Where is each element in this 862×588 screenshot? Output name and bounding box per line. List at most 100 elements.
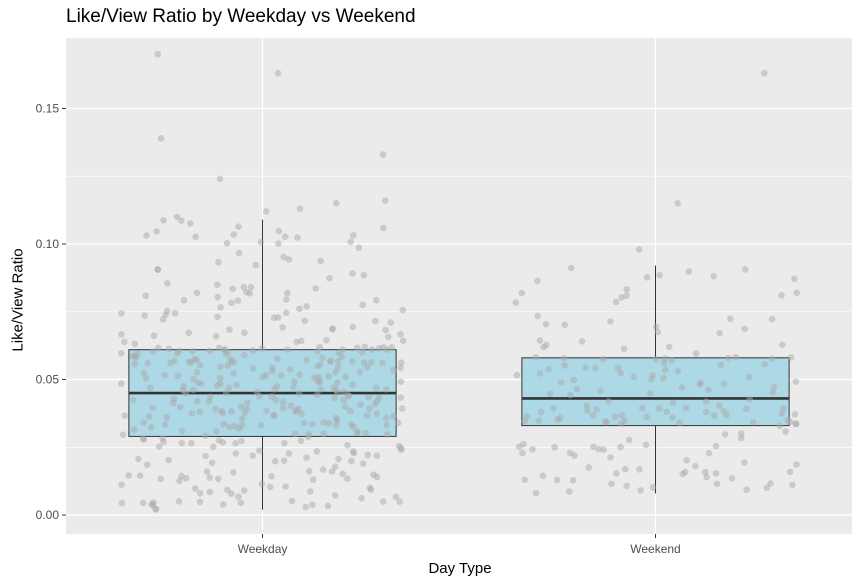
jitter-point xyxy=(213,382,221,389)
jitter-point xyxy=(314,347,321,355)
jitter-point xyxy=(196,490,204,497)
jitter-point xyxy=(334,357,342,365)
jitter-point xyxy=(597,387,604,395)
jitter-point xyxy=(713,480,721,488)
jitter-point xyxy=(614,364,622,371)
jitter-point xyxy=(266,483,274,491)
jitter-point xyxy=(372,296,380,304)
jitter-point xyxy=(215,437,223,444)
jitter-point xyxy=(349,381,356,389)
jitter-point xyxy=(176,477,183,485)
jitter-point xyxy=(121,412,128,419)
jitter-point xyxy=(618,294,625,301)
jitter-point xyxy=(746,395,753,403)
jitter-point xyxy=(712,442,720,450)
jitter-point xyxy=(625,436,633,444)
jitter-point xyxy=(652,323,660,331)
jitter-point xyxy=(335,455,342,463)
jitter-point xyxy=(607,318,614,325)
jitter-point xyxy=(542,320,550,328)
jitter-point xyxy=(238,437,245,445)
jitter-point xyxy=(163,280,171,287)
jitter-point xyxy=(647,376,655,383)
jitter-point xyxy=(383,414,390,422)
jitter-point xyxy=(154,266,161,273)
jitter-point xyxy=(395,442,403,450)
jitter-point xyxy=(263,407,270,415)
jitter-point xyxy=(373,384,380,392)
jitter-point xyxy=(378,359,386,367)
jitter-point xyxy=(356,368,363,376)
jitter-point xyxy=(229,285,237,293)
jitter-point xyxy=(536,337,544,344)
jitter-point xyxy=(326,274,333,282)
jitter-point xyxy=(347,238,355,246)
jitter-point xyxy=(518,289,526,297)
jitter-point xyxy=(291,378,298,385)
jitter-point xyxy=(193,397,201,405)
jitter-point xyxy=(354,429,361,437)
jitter-point xyxy=(621,465,629,473)
jitter-point xyxy=(360,271,368,279)
jitter-point xyxy=(678,384,686,391)
jitter-point xyxy=(661,366,669,374)
jitter-point xyxy=(652,355,660,363)
jitter-point xyxy=(608,480,615,488)
jitter-point xyxy=(655,405,663,412)
jitter-point xyxy=(145,413,153,420)
jitter-point xyxy=(646,389,654,397)
jitter-point xyxy=(663,408,671,415)
jitter-point xyxy=(789,481,796,489)
jitter-point xyxy=(241,329,248,336)
jitter-point xyxy=(301,419,308,427)
jitter-point xyxy=(720,380,728,387)
jitter-point xyxy=(567,264,575,272)
jitter-point xyxy=(275,240,282,247)
jitter-point xyxy=(333,421,340,428)
jitter-point xyxy=(240,283,248,291)
jitter-point xyxy=(360,359,368,367)
jitter-point xyxy=(344,392,352,399)
jitter-point xyxy=(249,452,256,460)
jitter-point xyxy=(358,495,365,502)
jitter-point xyxy=(394,419,402,427)
jitter-point xyxy=(259,373,266,381)
jitter-point xyxy=(373,452,381,460)
jitter-point xyxy=(566,391,574,399)
outlier-point xyxy=(274,69,282,77)
jitter-point xyxy=(660,374,667,382)
jitter-point xyxy=(791,411,799,418)
jitter-point xyxy=(387,319,395,326)
jitter-point xyxy=(535,417,543,424)
jitter-point xyxy=(557,414,564,422)
jitter-point xyxy=(368,346,376,353)
jitter-point xyxy=(710,412,718,419)
jitter-point xyxy=(235,249,243,257)
jitter-point xyxy=(188,439,195,447)
jitter-point xyxy=(782,428,789,435)
jitter-point xyxy=(607,454,614,461)
jitter-point xyxy=(279,398,287,406)
jitter-point xyxy=(249,365,257,372)
jitter-point xyxy=(237,499,245,507)
jitter-point xyxy=(279,404,287,412)
jitter-point xyxy=(705,449,713,457)
jitter-point xyxy=(268,473,275,480)
jitter-point xyxy=(717,361,724,369)
jitter-point xyxy=(206,488,214,496)
jitter-point xyxy=(325,373,332,380)
jitter-point xyxy=(296,371,303,378)
jitter-point xyxy=(637,487,644,494)
jitter-point xyxy=(220,420,228,428)
jitter-point xyxy=(676,419,684,427)
jitter-point xyxy=(285,450,293,457)
jitter-point xyxy=(134,350,141,357)
jitter-point xyxy=(180,297,188,304)
jitter-point xyxy=(371,400,379,408)
outlier-point xyxy=(674,200,681,207)
jitter-point xyxy=(359,301,366,309)
jitter-point xyxy=(282,296,290,303)
jitter-point xyxy=(543,341,550,349)
jitter-point xyxy=(585,464,593,471)
jitter-point xyxy=(171,309,179,317)
